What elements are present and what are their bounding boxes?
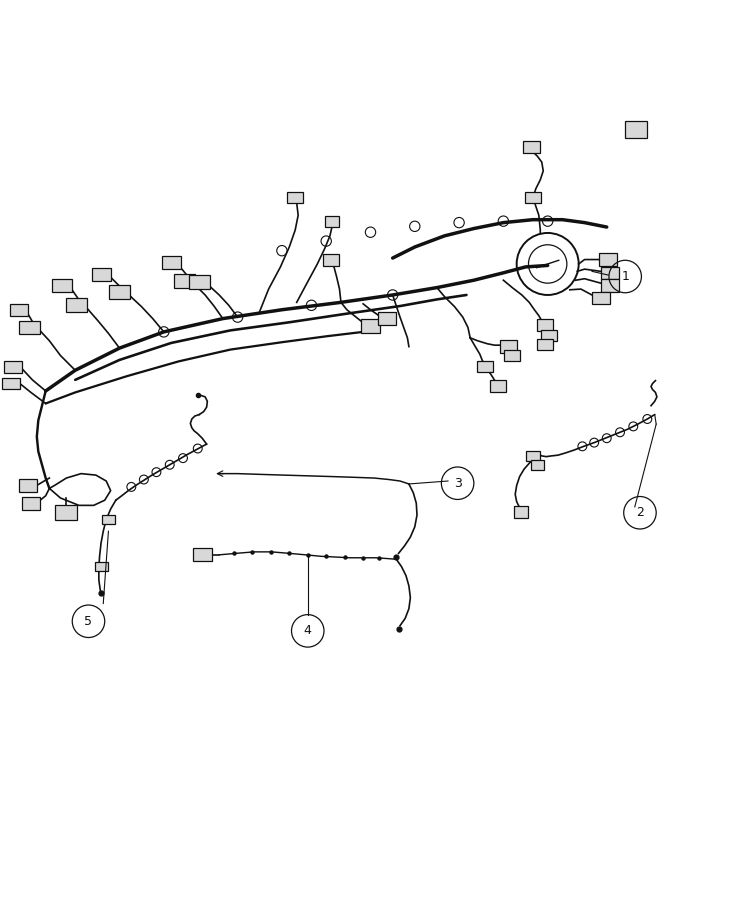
Bar (102, 515, 115, 524)
Bar (504, 349, 520, 362)
Bar (526, 451, 539, 461)
Bar (514, 507, 528, 517)
Bar (541, 329, 557, 341)
Bar (523, 141, 539, 153)
Text: 2: 2 (636, 506, 644, 519)
Bar (287, 192, 303, 203)
Bar (599, 253, 617, 266)
Bar (95, 562, 108, 572)
Bar (378, 312, 396, 325)
Bar (2, 378, 20, 390)
Bar (625, 122, 648, 138)
Text: 4: 4 (304, 625, 312, 637)
Bar (525, 192, 541, 203)
Bar (536, 320, 553, 331)
Bar (19, 479, 37, 492)
Bar (531, 460, 544, 470)
Bar (592, 292, 610, 304)
Text: 5: 5 (84, 615, 93, 628)
Bar (4, 362, 22, 374)
Bar (10, 304, 28, 316)
Bar (67, 298, 87, 311)
Bar (499, 340, 517, 353)
Bar (490, 380, 506, 392)
Bar (536, 338, 553, 350)
Bar (601, 279, 619, 292)
Bar (53, 279, 72, 292)
Bar (476, 361, 493, 373)
Bar (19, 320, 40, 334)
Bar (92, 267, 111, 281)
Bar (323, 255, 339, 266)
Text: 3: 3 (453, 477, 462, 490)
Bar (174, 274, 195, 288)
Bar (109, 285, 130, 299)
Bar (162, 256, 181, 269)
Bar (56, 506, 77, 520)
Bar (601, 266, 619, 279)
Bar (325, 216, 339, 227)
Bar (189, 275, 210, 290)
Bar (22, 497, 40, 509)
Text: 1: 1 (621, 270, 629, 283)
Bar (361, 320, 380, 333)
Bar (193, 548, 212, 562)
